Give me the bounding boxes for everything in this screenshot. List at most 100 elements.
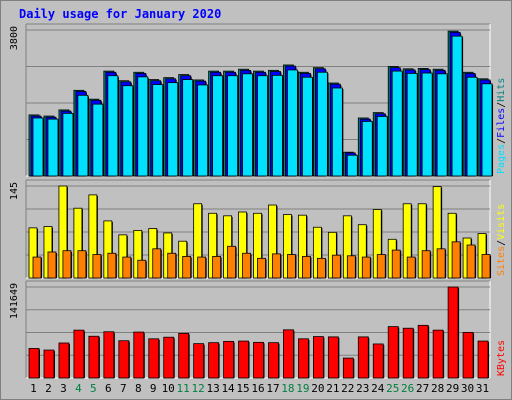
- x-tick-label-2: 2: [45, 382, 52, 395]
- bar-kbytes-day-26: [402, 327, 414, 379]
- bar-pages-day-3: [62, 112, 74, 177]
- bar-pages-day-2: [47, 118, 59, 177]
- x-tick-label-28: 28: [431, 382, 444, 395]
- bar-sites-day-2: [47, 251, 57, 279]
- bar-pages-day-27: [421, 72, 433, 177]
- x-tick-label-4: 4: [75, 382, 82, 395]
- x-tick-label-1: 1: [30, 382, 37, 395]
- bar-sites-day-24: [376, 254, 386, 279]
- bar-pages-day-10: [167, 82, 179, 177]
- bar-sites-day-5: [92, 254, 102, 279]
- bar-sites-day-23: [361, 256, 371, 279]
- legend-item: /: [496, 138, 507, 144]
- bar-kbytes-day-31: [477, 340, 489, 379]
- bar-kbytes-day-30: [462, 331, 474, 379]
- bar-pages-day-14: [227, 75, 238, 177]
- bar-sites-day-8: [137, 259, 147, 279]
- bar-sites-day-7: [122, 256, 132, 279]
- bar-pages-day-8: [137, 76, 149, 177]
- bar-pages-day-22: [346, 154, 358, 177]
- bar-sites-day-17: [272, 253, 281, 279]
- bar-sites-day-18: [287, 254, 296, 279]
- x-tick-label-10: 10: [162, 382, 175, 395]
- bar-kbytes-day-15: [238, 340, 249, 379]
- bar-sites-day-16: [257, 257, 266, 279]
- bar-sites-day-3: [62, 250, 72, 279]
- bar-pages-day-16: [257, 75, 268, 177]
- x-tick-label-17: 17: [266, 382, 279, 395]
- bar-kbytes-day-16: [253, 341, 264, 379]
- bar-pages-day-4: [77, 94, 89, 177]
- bar-pages-day-25: [391, 70, 403, 177]
- x-tick-label-19: 19: [296, 382, 309, 395]
- bar-kbytes-day-14: [223, 340, 234, 379]
- bar-pages-day-21: [331, 87, 343, 177]
- bar-pages-day-28: [436, 73, 448, 177]
- bar-sites-day-14: [227, 245, 236, 279]
- bar-pages-day-23: [361, 121, 373, 177]
- bar-kbytes-day-27: [417, 324, 429, 379]
- x-tick-label-29: 29: [446, 382, 459, 395]
- x-tick-label-11: 11: [177, 382, 190, 395]
- x-tick-label-7: 7: [120, 382, 127, 395]
- bar-kbytes-day-3: [58, 342, 70, 379]
- bar-sites-day-19: [302, 256, 311, 279]
- bar-pages-day-26: [406, 73, 418, 177]
- bar-pages-day-29: [451, 35, 463, 177]
- bar-sites-day-13: [212, 256, 222, 279]
- x-tick-label-20: 20: [311, 382, 324, 395]
- x-tick-label-8: 8: [135, 382, 142, 395]
- bar-kbytes-day-8: [133, 331, 145, 379]
- bar-kbytes-day-24: [372, 343, 384, 379]
- bar-kbytes-day-13: [208, 342, 220, 379]
- bar-pages-day-30: [466, 76, 478, 177]
- bar-pages-day-12: [197, 84, 209, 177]
- bar-sites-day-12: [197, 256, 207, 279]
- bar-pages-day-19: [302, 76, 313, 177]
- bar-sites-day-11: [182, 256, 192, 279]
- x-tick-label-16: 16: [251, 382, 264, 395]
- x-tick-label-31: 31: [476, 382, 489, 395]
- bar-pages-day-18: [287, 69, 298, 177]
- bar-kbytes-day-9: [148, 338, 160, 379]
- legend-item: Pages: [496, 144, 507, 174]
- legend-item: KBytes: [496, 340, 507, 376]
- bar-sites-day-30: [466, 244, 476, 279]
- bar-sites-day-27: [421, 250, 431, 279]
- bar-kbytes-day-7: [118, 340, 130, 379]
- x-tick-label-25: 25: [386, 382, 399, 395]
- bar-pages-day-15: [242, 73, 253, 177]
- bar-pages-day-20: [316, 71, 328, 177]
- x-tick-label-23: 23: [356, 382, 369, 395]
- bar-kbytes-day-1: [28, 348, 40, 379]
- bar-sites-day-29: [451, 241, 461, 279]
- x-tick-label-24: 24: [371, 382, 385, 395]
- x-tick-label-27: 27: [416, 382, 429, 395]
- bar-kbytes-day-5: [88, 335, 100, 379]
- bar-pages-day-6: [107, 75, 119, 177]
- bar-kbytes-day-25: [387, 326, 399, 379]
- x-tick-label-12: 12: [192, 382, 205, 395]
- legend-item: /: [496, 102, 507, 108]
- bar-sites-day-22: [346, 255, 356, 279]
- bar-kbytes-day-18: [283, 329, 294, 379]
- legend-item: Visits: [496, 204, 507, 240]
- bar-pages-day-17: [272, 74, 283, 177]
- bar-pages-day-31: [481, 83, 493, 177]
- x-tick-label-5: 5: [90, 382, 97, 395]
- bar-kbytes-day-21: [327, 336, 339, 379]
- bar-pages-day-5: [92, 103, 104, 177]
- legend-item: /: [496, 240, 507, 246]
- x-tick-label-14: 14: [221, 382, 235, 395]
- bar-pages-day-9: [152, 84, 164, 177]
- bar-pages-day-7: [122, 85, 134, 177]
- legend-item: Hits: [496, 78, 507, 102]
- bar-pages-day-1: [32, 117, 44, 177]
- x-tick-label-3: 3: [60, 382, 67, 395]
- x-tick-label-26: 26: [401, 382, 414, 395]
- chart-title: Daily usage for January 2020: [19, 7, 221, 21]
- y-max-label: 145: [9, 182, 20, 200]
- x-tick-label-21: 21: [326, 382, 339, 395]
- bar-kbytes-day-6: [103, 331, 115, 379]
